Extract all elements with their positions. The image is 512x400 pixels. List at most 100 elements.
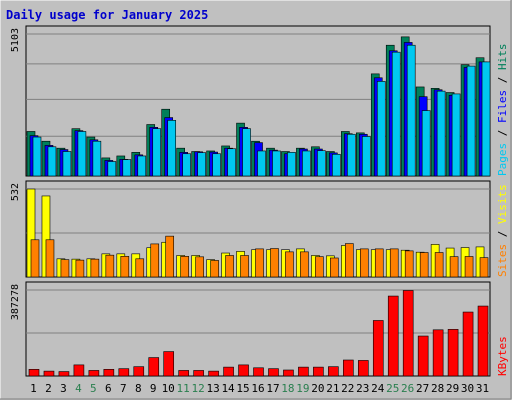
bar-kbytes-day-23 bbox=[357, 360, 369, 377]
bar-sites-day-18 bbox=[285, 251, 294, 278]
bar-pages-day-27 bbox=[421, 110, 431, 177]
bar-pages-day-22 bbox=[347, 133, 356, 177]
bar-sites-day-10 bbox=[165, 235, 175, 278]
bar-pages-day-14 bbox=[227, 148, 236, 177]
bar-pages-day-28 bbox=[436, 90, 446, 177]
day-label-20: 20 bbox=[311, 382, 324, 395]
bar-kbytes-day-28 bbox=[432, 329, 444, 377]
bar-kbytes-day-6 bbox=[103, 369, 115, 377]
bar-sites-day-6 bbox=[105, 254, 115, 278]
bar-pages-day-15 bbox=[242, 128, 251, 177]
bar-kbytes-day-24 bbox=[372, 320, 384, 377]
bar-kbytes-day-27 bbox=[417, 335, 429, 377]
bar-sites-day-3 bbox=[60, 259, 70, 278]
day-label-8: 8 bbox=[135, 382, 142, 395]
bar-pages-day-10 bbox=[167, 120, 177, 177]
bar-pages-day-9 bbox=[152, 128, 162, 177]
panel-legend: Sites / Visits bbox=[496, 184, 509, 277]
legend-files: Files bbox=[496, 90, 509, 123]
bar-kbytes-day-5 bbox=[88, 370, 100, 377]
day-label-24: 24 bbox=[371, 382, 385, 395]
bar-sites-day-21 bbox=[330, 257, 339, 278]
bar-pages-day-12 bbox=[197, 152, 206, 177]
day-label-16: 16 bbox=[251, 382, 264, 395]
bar-kbytes-day-20 bbox=[313, 366, 324, 377]
day-label-12: 12 bbox=[192, 382, 205, 395]
bar-pages-day-8 bbox=[137, 155, 147, 177]
bar-sites-day-9 bbox=[150, 243, 160, 278]
bar-pages-day-7 bbox=[122, 159, 132, 177]
ymax-label: 387278 bbox=[10, 284, 21, 320]
bar-sites-day-20 bbox=[315, 256, 324, 278]
day-label-1: 1 bbox=[30, 382, 37, 395]
day-label-15: 15 bbox=[236, 382, 249, 395]
day-label-10: 10 bbox=[162, 382, 175, 395]
day-label-4: 4 bbox=[75, 382, 82, 395]
bar-pages-day-1 bbox=[32, 136, 42, 177]
bar-sites-day-14 bbox=[225, 255, 234, 278]
bar-sites-day-31 bbox=[479, 257, 489, 278]
day-label-5: 5 bbox=[90, 382, 97, 395]
bar-sites-day-16 bbox=[255, 248, 264, 278]
bar-kbytes-day-16 bbox=[253, 367, 264, 377]
bar-pages-day-5 bbox=[92, 140, 102, 177]
bar-pages-day-19 bbox=[302, 150, 311, 177]
bar-sites-day-26 bbox=[404, 250, 414, 278]
legend-kbytes: KBytes bbox=[496, 336, 509, 376]
panel-visits-sites: 532 Sites / Visits bbox=[10, 180, 509, 278]
bar-kbytes-day-14 bbox=[223, 366, 234, 377]
bar-kbytes-day-4 bbox=[73, 364, 85, 377]
bar-kbytes-day-29 bbox=[447, 329, 459, 377]
chart-title: Daily usage for January 2025 bbox=[6, 8, 208, 22]
bar-kbytes-day-1 bbox=[28, 369, 40, 377]
bar-kbytes-day-7 bbox=[118, 368, 130, 377]
legend-: / bbox=[496, 224, 509, 244]
bar-sites-day-19 bbox=[300, 251, 309, 278]
bar-kbytes-day-12 bbox=[193, 370, 204, 377]
legend-: / bbox=[496, 70, 509, 90]
bar-kbytes-day-17 bbox=[268, 368, 279, 377]
bar-kbytes-day-3 bbox=[58, 371, 70, 377]
bar-sites-day-8 bbox=[135, 258, 145, 278]
bar-sites-day-15 bbox=[240, 255, 249, 278]
bar-pages-day-26 bbox=[406, 44, 416, 177]
bar-pages-day-13 bbox=[212, 153, 221, 177]
legend-hits: Hits bbox=[496, 44, 509, 71]
day-label-3: 3 bbox=[60, 382, 67, 395]
day-label-2: 2 bbox=[45, 382, 52, 395]
bar-sites-day-24 bbox=[374, 248, 384, 278]
bar-kbytes-day-15 bbox=[238, 364, 249, 377]
day-label-25: 25 bbox=[386, 382, 399, 395]
bar-kbytes-day-25 bbox=[387, 295, 399, 377]
day-label-22: 22 bbox=[341, 382, 354, 395]
bar-kbytes-day-19 bbox=[298, 366, 309, 377]
day-label-21: 21 bbox=[326, 382, 339, 395]
panel-kbytes: 387278 KBytes bbox=[10, 281, 509, 377]
bar-sites-day-1 bbox=[30, 239, 40, 278]
day-label-7: 7 bbox=[120, 382, 127, 395]
bar-kbytes-day-10 bbox=[163, 351, 175, 377]
bar-kbytes-day-2 bbox=[43, 370, 55, 377]
day-label-23: 23 bbox=[356, 382, 369, 395]
bar-pages-day-3 bbox=[62, 151, 72, 177]
day-label-30: 30 bbox=[461, 382, 474, 395]
day-label-31: 31 bbox=[476, 382, 489, 395]
bar-sites-day-29 bbox=[449, 256, 459, 278]
bar-sites-day-5 bbox=[90, 258, 100, 278]
bar-kbytes-day-8 bbox=[133, 366, 145, 377]
bar-pages-day-17 bbox=[272, 150, 281, 177]
ymax-label: 5103 bbox=[10, 28, 21, 52]
bar-pages-day-31 bbox=[481, 61, 491, 177]
day-label-29: 29 bbox=[446, 382, 459, 395]
bar-pages-day-16 bbox=[257, 150, 266, 177]
bar-sites-day-4 bbox=[75, 259, 85, 278]
bar-pages-day-23 bbox=[361, 136, 371, 177]
bar-sites-day-17 bbox=[270, 248, 279, 278]
bar-sites-day-22 bbox=[345, 243, 354, 278]
bar-pages-day-18 bbox=[287, 152, 296, 177]
bar-pages-day-2 bbox=[47, 146, 57, 177]
bar-sites-day-12 bbox=[195, 256, 204, 278]
legend-pages: Pages bbox=[496, 143, 509, 176]
bar-sites-day-13 bbox=[210, 260, 219, 278]
